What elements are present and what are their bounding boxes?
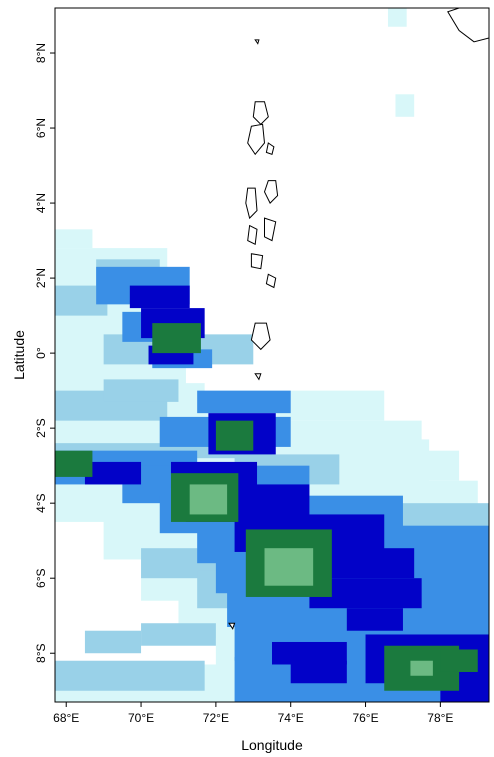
land-outline (247, 123, 266, 156)
field-cell-level-4 (129, 285, 190, 309)
y-tick-label: 2°N (34, 268, 48, 288)
field-cell-level-4 (272, 641, 347, 665)
land-outline (250, 253, 264, 270)
field-cell-level-6 (264, 548, 314, 586)
y-tick-label: 4°S (34, 493, 48, 512)
y-tick-label: 8°N (34, 43, 48, 63)
y-tick-label: 4°N (34, 193, 48, 213)
y-axis-title: Latitude (11, 330, 27, 380)
field-cell-level-2 (103, 379, 179, 402)
land-outline (245, 187, 258, 220)
field-cell-level-4 (346, 608, 403, 631)
land-outline (250, 322, 271, 351)
land-outline (263, 180, 279, 204)
field-cell-level-1 (387, 8, 407, 27)
field-cell-level-6 (189, 484, 228, 515)
land-outline (264, 217, 277, 242)
field-cell-level-5 (55, 450, 93, 477)
y-tick-label: 8°S (34, 643, 48, 662)
field-cell-level-1 (55, 229, 93, 249)
field-cell-level-2 (141, 623, 216, 646)
field-cell-level-5 (440, 649, 478, 672)
field-cell-level-5 (215, 420, 254, 451)
y-axis-ticks: 8°N 6°N 4°N 2°N 0° 2°S 4°S 6°S 8°S (34, 43, 55, 663)
field-cell-level-2 (55, 660, 205, 691)
land-outline (447, 8, 489, 43)
land-outline (228, 622, 236, 630)
x-tick-label: 72°E (203, 711, 229, 725)
precipitation-field (55, 8, 489, 702)
y-tick-label: 6°S (34, 568, 48, 587)
field-cell-level-4 (84, 461, 142, 485)
plot-frame (54, 7, 490, 703)
land-outline (265, 142, 275, 155)
field-cell-level-3 (197, 390, 291, 414)
land-outline (254, 39, 260, 45)
land-outline (252, 101, 269, 126)
field-cell-level-6 (410, 660, 433, 676)
x-axis-title: Longitude (241, 737, 303, 753)
coastlines (228, 8, 489, 630)
y-tick-label: 6°N (34, 118, 48, 138)
field-cell-level-1 (328, 450, 460, 481)
field-cell-level-5 (152, 323, 201, 354)
field-cell-level-2 (84, 630, 142, 654)
land-outline (265, 273, 277, 289)
x-tick-label: 68°E (53, 711, 79, 725)
x-tick-label: 78°E (427, 711, 453, 725)
field-cell-level-1 (395, 94, 415, 117)
x-tick-label: 76°E (352, 711, 378, 725)
y-tick-label: 2°S (34, 418, 48, 437)
land-outline (247, 224, 258, 246)
x-tick-label: 70°E (128, 711, 154, 725)
x-tick-label: 74°E (278, 711, 304, 725)
field-cell-level-4 (290, 660, 347, 684)
y-tick-label: 0° (34, 347, 48, 359)
land-outline (254, 373, 262, 381)
x-axis-ticks: 68°E 70°E 72°E 74°E 76°E 78°E (53, 702, 453, 725)
